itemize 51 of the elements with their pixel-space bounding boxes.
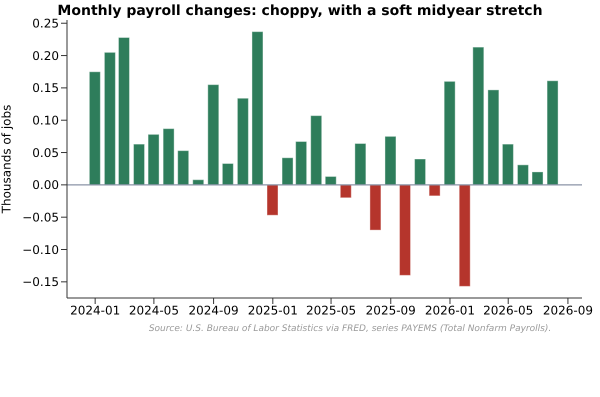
bar: [546, 80, 559, 186]
bar: [251, 31, 264, 186]
bar: [310, 115, 322, 186]
bar: [458, 184, 471, 287]
y-tick-label: −0.05: [22, 210, 59, 224]
bar: [88, 71, 101, 186]
bar: [384, 136, 396, 186]
bar: [192, 179, 204, 186]
x-tick-label: 2026-01: [424, 304, 476, 318]
x-tick-label: 2025-05: [306, 304, 356, 318]
bar: [222, 163, 234, 186]
bar: [148, 134, 160, 186]
y-tick-label: −0.15: [22, 275, 59, 290]
bar: [354, 142, 366, 186]
bar: [340, 184, 352, 198]
y-tick-label: 0.20: [32, 48, 59, 63]
x-tick-label: 2024-05: [128, 304, 179, 318]
bar: [502, 144, 514, 186]
bar: [414, 158, 426, 186]
x-tick-label: 2026-09: [542, 304, 593, 318]
y-tick-label: −0.10: [22, 242, 59, 257]
bar: [266, 184, 279, 216]
x-tick-label: 2026-05: [483, 304, 534, 318]
y-tick-label: 0.00: [32, 178, 59, 192]
bar: [324, 176, 337, 186]
bar: [177, 150, 190, 186]
bar: [236, 98, 249, 186]
bar: [444, 80, 456, 186]
y-tick-label: 0.25: [32, 16, 59, 30]
bar: [532, 171, 544, 186]
x-tick-label: 2024-09: [188, 304, 239, 318]
bar: [399, 184, 412, 276]
bar: [487, 89, 500, 186]
bar: [516, 164, 529, 186]
bar: [104, 52, 116, 186]
bar: [133, 144, 146, 186]
bar: [369, 184, 382, 231]
x-tick-label: 2025-01: [248, 304, 298, 318]
bar: [162, 128, 175, 186]
x-tick-label: 2024-01: [70, 304, 120, 318]
bar: [207, 84, 220, 186]
y-tick-label: 0.10: [32, 113, 59, 128]
x-tick-label: 2025-09: [366, 304, 416, 318]
y-tick-label: 0.15: [32, 81, 59, 96]
bar: [428, 184, 441, 196]
bar: [472, 46, 484, 186]
y-tick-label: 0.05: [32, 146, 59, 160]
chart-title: Monthly payroll changes: choppy, with a soft midyear stretch: [57, 3, 544, 19]
y-axis-title: Thousands of jobs: [0, 104, 14, 214]
source-note: Source: U.S. Bureau of Labor Statistics via FRED, series PAYEMS (Total Nonfarm Payrolls).: [148, 324, 552, 334]
bar: [118, 36, 130, 186]
